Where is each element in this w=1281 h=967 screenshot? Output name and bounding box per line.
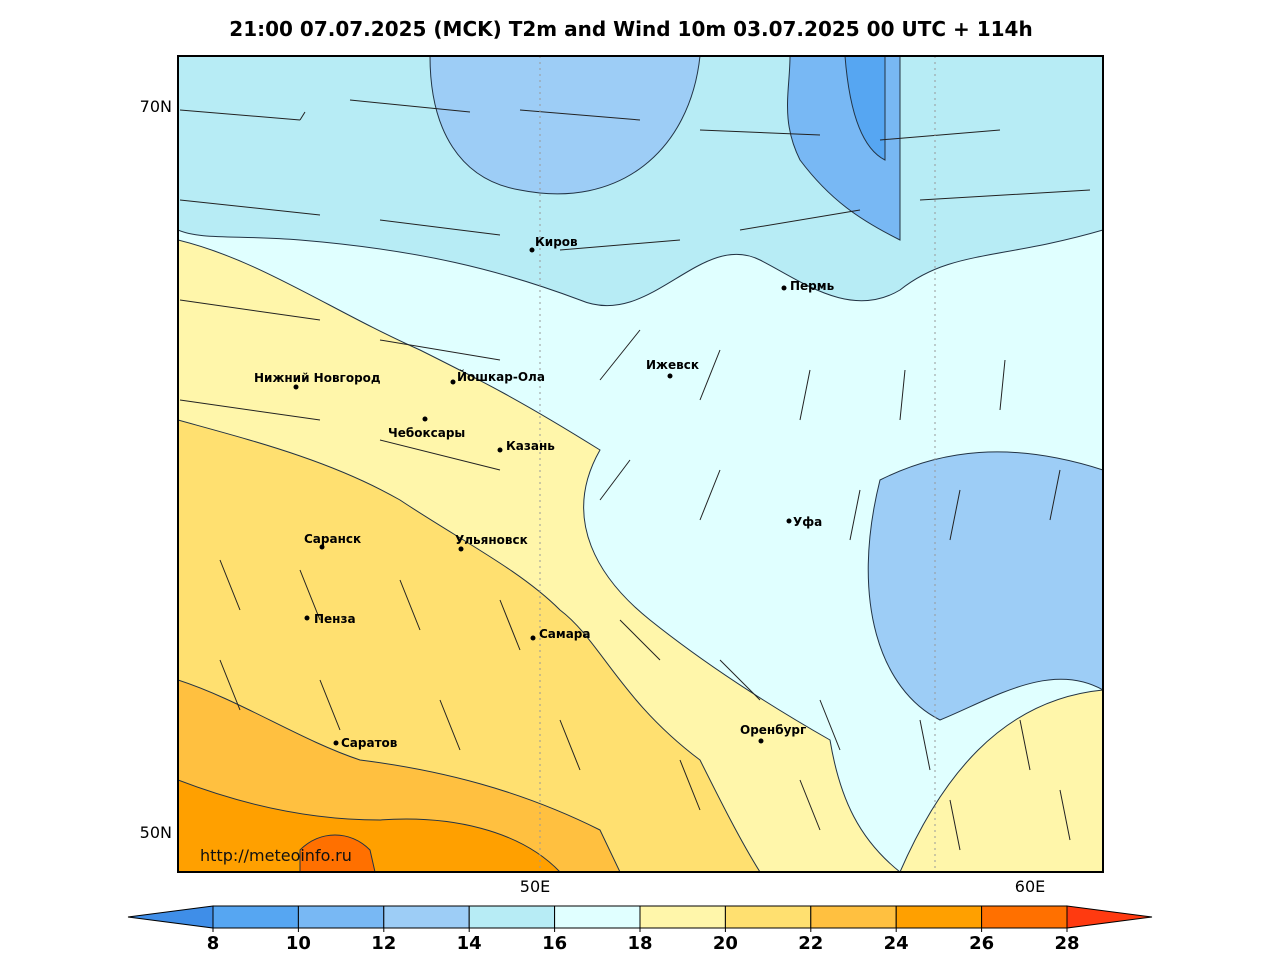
colorbar-segment — [212, 905, 299, 929]
map-frame — [177, 55, 1104, 873]
colorbar-tick-label: 16 — [542, 933, 567, 954]
colorbar-tick-label: 8 — [207, 933, 220, 954]
colorbar-tick-label: 20 — [713, 933, 738, 954]
city-label: Уфа — [793, 515, 822, 529]
colorbar-extension — [1066, 905, 1153, 929]
colorbar-segment — [297, 905, 385, 929]
colorbar-segment — [468, 905, 556, 929]
city-label: Йошкар-Ола — [457, 369, 545, 384]
colorbar-tick-label: 28 — [1054, 933, 1079, 954]
colorbar-segment — [895, 905, 983, 929]
colorbar-segment — [554, 905, 641, 929]
colorbar-segment — [981, 905, 1068, 929]
city-label: Самара — [539, 627, 591, 641]
city-label: Саратов — [341, 736, 398, 750]
colorbar-tick-label: 12 — [371, 933, 396, 954]
map — [178, 56, 1103, 872]
lon-label: 60E — [1015, 877, 1045, 896]
colorbar-tick-label: 10 — [286, 933, 311, 954]
colorbar-tick-label: 18 — [627, 933, 652, 954]
colorbar-segment — [383, 905, 470, 929]
title: 21:00 07.07.2025 (MCK) T2m and Wind 10m … — [229, 17, 1032, 41]
city-label: Ульяновск — [455, 533, 528, 547]
colorbar-segment — [724, 905, 812, 929]
colorbar-extension — [127, 905, 214, 929]
lon-label: 50E — [520, 877, 550, 896]
city-label: Киров — [535, 235, 578, 249]
colorbar-tick-label: 14 — [457, 933, 482, 954]
city-label: Казань — [506, 439, 555, 453]
city-label: Ижевск — [646, 358, 699, 372]
cities: Киров Пермь Нижний Новгород Йошкар-Ола И… — [254, 235, 835, 750]
lat-label: 70N — [140, 97, 172, 116]
city-label: Саранск — [304, 532, 361, 546]
colorbar-tick-label: 22 — [798, 933, 823, 954]
colorbar-segment — [639, 905, 726, 929]
colorbar: 8 10 12 14 16 18 20 22 24 26 28 — [127, 905, 1153, 954]
watermark: http://meteoinfo.ru — [200, 846, 352, 865]
city-label: Пенза — [314, 612, 356, 626]
city-label: Оренбург — [740, 723, 806, 737]
city-label: Пермь — [790, 279, 835, 293]
colorbar-segment — [810, 905, 897, 929]
city-label: Нижний Новгород — [254, 371, 381, 385]
colorbar-tick-label: 26 — [969, 933, 994, 954]
colorbar-tick-label: 24 — [884, 933, 909, 954]
city-label: Чебоксары — [388, 426, 465, 440]
lat-label: 50N — [140, 823, 172, 842]
